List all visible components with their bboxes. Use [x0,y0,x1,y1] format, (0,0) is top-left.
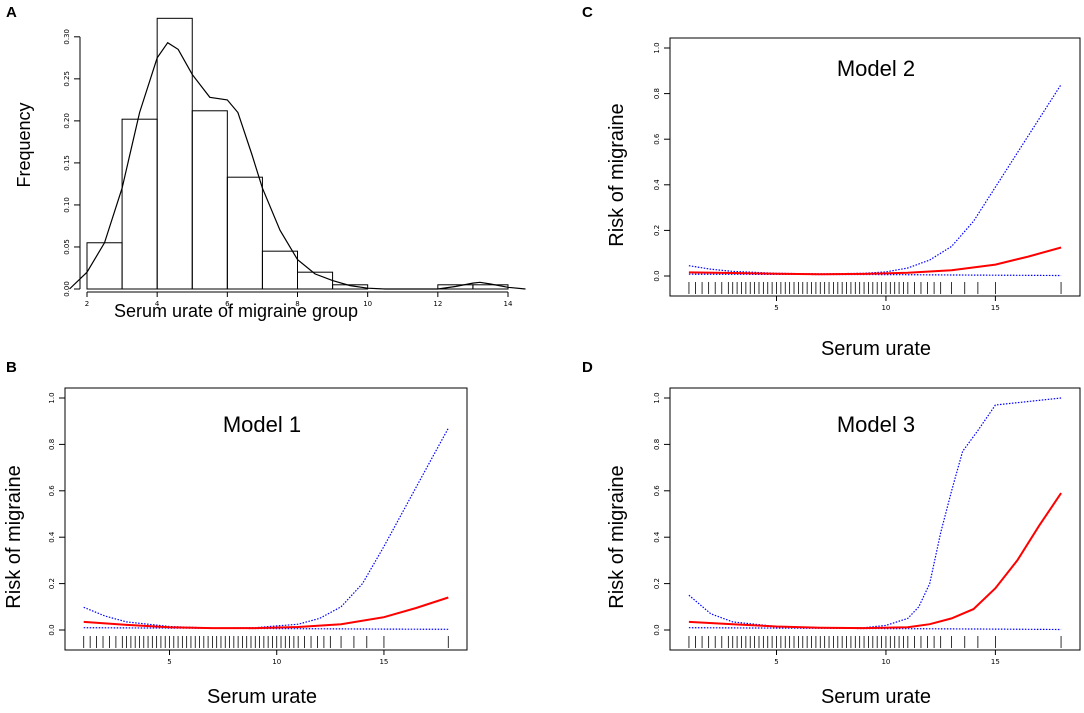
panel-a-y-tick-label: 0.15 [63,155,71,171]
panel-d-x-tick-label: 10 [881,658,890,666]
panel-b-y-axis: 0.0 0.2 0.4 0.6 0.8 1.0 [48,392,65,636]
panel-c-x-tick-label: 15 [991,304,1000,312]
panel-d-y-tick-label: 0.6 [653,485,661,497]
panel-a-letter: A [6,4,17,21]
panel-c-y-axis: 0.0 0.2 0.4 0.6 0.8 1.0 [653,42,670,282]
panel-a-x-axis: 2 4 6 8 10 12 14 [85,291,513,308]
histogram-bar-7 [332,284,369,290]
panel-d-title: Model 3 [837,412,915,437]
panel-c-y-tick-label: 0.6 [653,133,661,145]
panel-a-y-tick-label: 0.10 [63,197,71,213]
panel-b-rug [83,636,449,648]
panel-b-y-tick-label: 0.0 [48,624,56,635]
panel-c-x-tick-label: 5 [774,304,778,312]
panel-b-x-tick-label: 5 [167,658,171,666]
panel-d-plot-box [669,387,1081,651]
histogram-bars [86,17,509,290]
panel-a-x-tick-label: 12 [433,300,442,308]
panel-a-y-tick-label: 0.20 [63,113,71,129]
panel-a-x-label: Serum urate of migraine group [114,301,358,321]
panel-d-lines [688,397,1062,631]
panel-b-y-tick-label: 1.0 [48,392,56,403]
histogram-bar-2 [156,17,193,290]
panel-a-y-tick-label: 0.05 [63,239,71,255]
histogram-bar-1 [121,118,158,290]
panel-d-y-tick-label: 1.0 [653,392,661,403]
panel-b: B Model 1 0.0 0.2 0.4 0.6 0.8 1.0 5 10 15 Serum… [3,359,468,708]
histogram-bar-6 [297,271,334,290]
panel-a-x-tick-label: 6 [225,300,230,308]
histogram-bar-3 [191,110,228,290]
panel-d-y-axis: 0.0 0.2 0.4 0.6 0.8 1.0 [653,392,670,636]
panel-b-x-label: Serum urate [207,686,317,708]
panel-d-x-tick-label: 15 [991,658,1000,666]
panel-c-y-tick-label: 0.2 [653,225,661,236]
panel-c-estimate-line [688,246,1062,276]
panel-c-x-tick-label: 10 [881,304,890,312]
panel-c-y-tick-label: 0.0 [653,270,661,281]
panel-b-y-tick-label: 0.6 [48,485,56,497]
panel-a-x-tick-label: 4 [155,300,160,308]
panel-b-y-tick-label: 0.4 [48,531,56,543]
panel-c-letter: C [582,4,593,21]
panel-b-estimate-line [83,596,449,630]
panel-a: A 0.00 0.05 0.10 0.15 0.20 0.25 0.30 2 4 6 8 10 12 1… [6,4,526,321]
panel-a-y-tick-label: 0.00 [63,281,71,297]
panel-c-rug [688,282,1062,294]
panel-a-y-label: Frequency [14,102,34,187]
panel-b-lower-95-ci-line [83,627,449,630]
panel-d-rug [688,636,1062,648]
density-curve [69,41,526,290]
panel-c-title: Model 2 [837,56,915,81]
panel-d-y-tick-label: 0.2 [653,578,661,589]
panel-d-x-axis: 5 10 15 [774,650,1000,666]
panel-b-x-tick-label: 15 [379,658,388,666]
panel-a-y-axis: 0.00 0.05 0.10 0.15 0.20 0.25 0.30 [63,29,81,297]
histogram-bar-4 [226,176,263,290]
panel-c-plot-box [669,37,1081,297]
panel-b-lines [83,427,449,630]
panel-c-y-label: Risk of migraine [606,103,628,246]
panel-b-x-axis: 5 10 15 [167,650,388,666]
histogram-bar-0 [86,242,123,290]
panel-b-x-tick-label: 10 [272,658,281,666]
panel-d-estimate-line [688,492,1062,630]
panel-c-lower-95-ci-line [688,273,1062,277]
panel-b-upper-95-ci-line [83,427,449,629]
panel-b-y-tick-label: 0.2 [48,578,56,589]
panel-c: C Model 2 0.0 0.2 0.4 0.6 0.8 1.0 5 10 15 Serum… [582,4,1081,360]
panel-c-upper-95-ci-line [688,84,1062,275]
panel-d-x-tick-label: 5 [774,658,778,666]
panel-a-y-tick-label: 0.30 [63,29,71,45]
panel-a-x-tick-label: 14 [504,300,513,308]
panel-c-y-tick-label: 1.0 [653,42,661,53]
panel-b-plot-box [64,387,468,651]
panel-c-x-label: Serum urate [821,338,931,360]
panel-b-y-label: Risk of migraine [3,465,25,608]
panel-d-y-label: Risk of migraine [606,465,628,608]
panel-d-x-label: Serum urate [821,686,931,708]
histogram-bar-5 [261,250,298,290]
panel-d-letter: D [582,359,593,376]
panel-c-y-tick-label: 0.8 [653,88,661,99]
panel-d: D Model 3 0.0 0.2 0.4 0.6 0.8 1.0 5 10 15 Serum… [582,359,1081,708]
panel-c-lines [688,84,1062,277]
panel-a-x-tick-label: 2 [85,300,89,308]
panel-a-x-tick-label: 8 [295,300,299,308]
panel-c-x-axis: 5 10 15 [774,296,1000,312]
panel-d-y-tick-label: 0.4 [653,531,661,543]
panel-d-y-tick-label: 0.8 [653,439,661,450]
panel-b-letter: B [6,359,17,376]
panel-d-lower-95-ci-line [688,627,1062,631]
panel-b-y-tick-label: 0.8 [48,439,56,450]
panel-d-y-tick-label: 0.0 [653,624,661,635]
panel-c-y-tick-label: 0.4 [653,179,661,191]
panel-b-title: Model 1 [223,412,301,437]
panel-a-x-tick-label: 10 [363,300,372,308]
panel-a-y-tick-label: 0.25 [63,71,71,87]
